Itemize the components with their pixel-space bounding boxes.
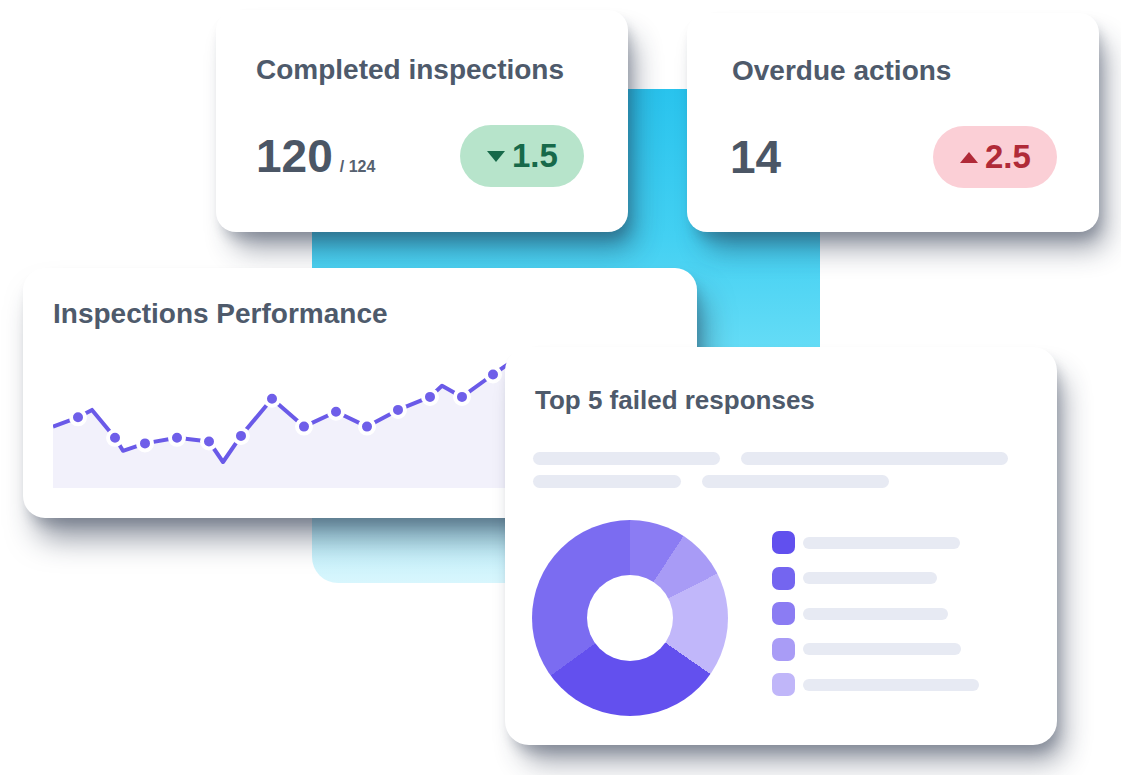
placeholder-text-lines <box>533 452 1029 498</box>
legend-placeholder-bar <box>803 643 961 655</box>
triangle-up-icon <box>960 152 978 163</box>
legend-color-square <box>772 602 795 625</box>
line-chart-dot <box>202 435 216 449</box>
line-chart-dot <box>486 368 500 382</box>
overdue-actions-title: Overdue actions <box>732 55 1059 87</box>
overdue-actions-card: Overdue actions 14 2.5 <box>687 13 1099 232</box>
line-chart-dot <box>455 390 469 404</box>
completed-inspections-value: 120 <box>256 129 333 183</box>
legend-item <box>772 567 979 590</box>
donut-legend <box>772 531 979 696</box>
completed-inspections-total: / 124 <box>340 158 376 176</box>
legend-placeholder-bar <box>803 572 937 584</box>
legend-item <box>772 602 979 625</box>
completed-inspections-card: Completed inspections 120 / 124 1.5 <box>216 10 628 232</box>
placeholder-bar <box>533 475 681 488</box>
line-chart-dot <box>170 431 184 445</box>
top5-title: Top 5 failed responses <box>535 385 1057 416</box>
overdue-actions-value: 14 <box>730 130 781 184</box>
line-chart-dot <box>71 410 85 424</box>
legend-placeholder-bar <box>803 608 948 620</box>
line-chart-dot <box>297 420 311 434</box>
legend-item <box>772 673 979 696</box>
donut-hole <box>587 575 673 661</box>
overdue-delta-value: 2.5 <box>985 138 1031 176</box>
line-chart-area <box>53 354 523 488</box>
completed-delta-badge: 1.5 <box>460 125 584 187</box>
placeholder-row <box>533 452 1029 465</box>
triangle-down-icon <box>487 151 505 162</box>
completed-inspections-title: Completed inspections <box>256 54 588 86</box>
line-chart-dot <box>360 420 374 434</box>
line-chart-dot <box>108 431 122 445</box>
legend-placeholder-bar <box>803 679 979 691</box>
failed-responses-donut-chart <box>532 520 728 716</box>
legend-color-square <box>772 673 795 696</box>
top5-failed-responses-card: Top 5 failed responses <box>505 347 1057 745</box>
line-chart-dot <box>234 429 248 443</box>
line-chart-dot <box>138 436 152 450</box>
placeholder-bar <box>702 475 889 488</box>
line-chart-dot <box>423 390 437 404</box>
line-chart-dot <box>329 405 343 419</box>
placeholder-bar <box>533 452 720 465</box>
completed-delta-value: 1.5 <box>512 137 558 175</box>
placeholder-row <box>533 475 1029 488</box>
overdue-delta-badge: 2.5 <box>933 126 1057 188</box>
legend-color-square <box>772 531 795 554</box>
legend-placeholder-bar <box>803 537 960 549</box>
legend-item <box>772 638 979 661</box>
legend-color-square <box>772 567 795 590</box>
placeholder-bar <box>741 452 1008 465</box>
line-chart-dot <box>265 392 279 406</box>
line-chart-dot <box>391 403 405 417</box>
legend-item <box>772 531 979 554</box>
legend-color-square <box>772 638 795 661</box>
